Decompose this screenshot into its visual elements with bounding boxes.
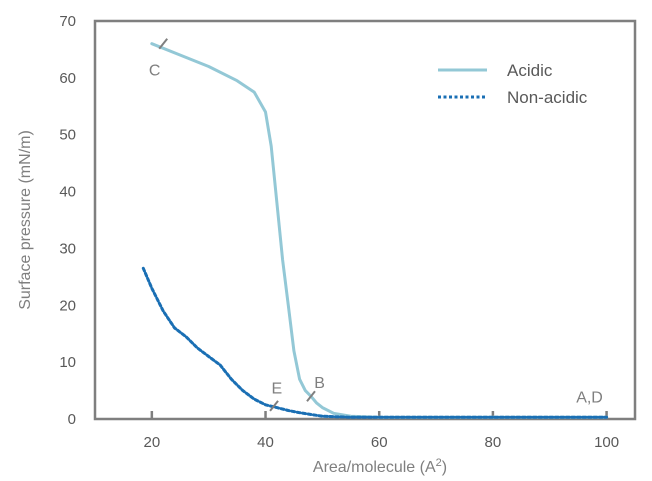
x-tick-label: 20 (143, 434, 160, 451)
legend: Acidic Non-acidic (438, 61, 588, 107)
y-axis-tick-labels: 0 10 20 30 40 50 60 70 (59, 13, 76, 428)
plot-frame (93, 19, 637, 421)
y-tick-label: 70 (59, 13, 76, 30)
x-tick-label: 40 (257, 434, 274, 451)
series-line-acidic (150, 42, 609, 419)
y-axis-title: Surface pressure (mN/m) (17, 130, 34, 310)
legend-label-non-acidic: Non-acidic (507, 88, 588, 107)
x-tick-label: 60 (371, 434, 388, 451)
series-layer (141, 42, 609, 419)
annotation-label: E (272, 381, 283, 398)
y-tick-label: 0 (68, 411, 76, 428)
annotation-mark (158, 38, 168, 50)
y-tick-label: 40 (59, 184, 76, 201)
x-axis-title: Area/molecule (A2) (313, 457, 447, 476)
annotation-label: A,D (576, 389, 603, 406)
x-axis-tick-labels: 20 40 60 80 100 (143, 434, 619, 451)
y-tick-label: 20 (59, 297, 76, 314)
annotation-mark (269, 400, 279, 412)
y-tick-label: 60 (59, 70, 76, 87)
legend-label-acidic: Acidic (507, 61, 553, 80)
annotation-layer: C B E A,D (149, 38, 603, 412)
series-line-non-acidic (141, 266, 609, 419)
annotation-label: B (314, 375, 325, 392)
annotation-label: C (149, 62, 161, 79)
x-tick-label: 100 (594, 434, 619, 451)
y-tick-label: 10 (59, 354, 76, 371)
x-tick-label: 80 (485, 434, 502, 451)
annotation-mark (306, 390, 316, 402)
y-tick-label: 30 (59, 240, 76, 257)
y-tick-label: 50 (59, 127, 76, 144)
